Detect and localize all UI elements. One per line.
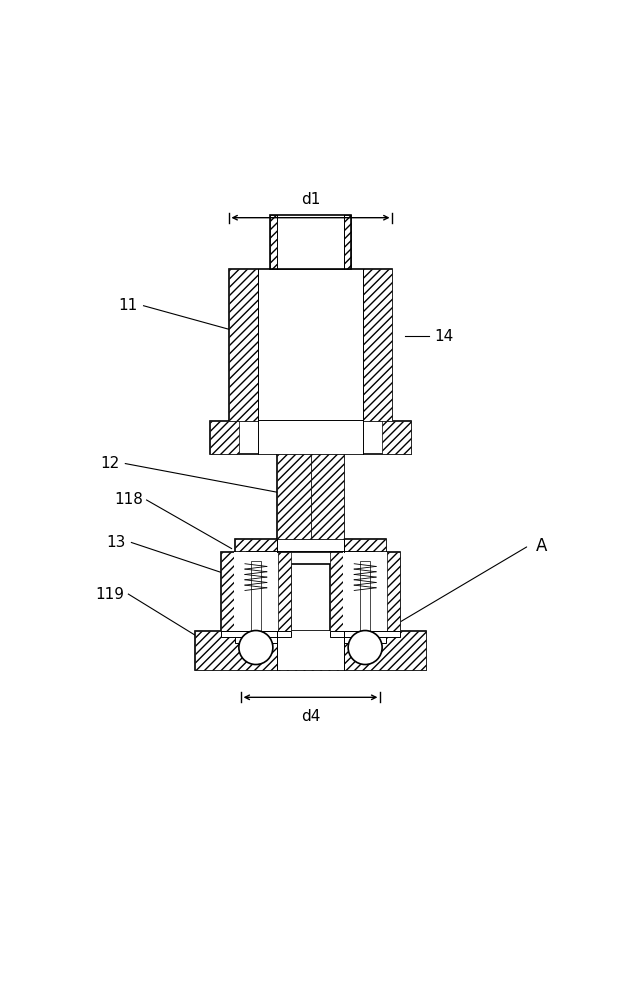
Bar	[277, 631, 344, 670]
Bar	[344, 637, 386, 643]
Bar	[220, 552, 291, 631]
Bar	[277, 215, 344, 269]
Bar	[251, 561, 261, 631]
Bar	[220, 552, 234, 631]
Bar	[229, 269, 258, 421]
Text: A: A	[535, 537, 547, 555]
Bar	[258, 421, 363, 454]
Text: 118: 118	[114, 492, 143, 508]
Bar	[235, 539, 277, 552]
Bar	[330, 552, 343, 631]
Bar	[330, 631, 401, 637]
Bar	[211, 421, 240, 454]
Text: 14: 14	[435, 329, 454, 344]
Bar	[310, 454, 344, 539]
Bar	[195, 631, 426, 670]
Text: 119: 119	[96, 587, 125, 602]
Bar	[211, 421, 410, 454]
Text: 11: 11	[119, 298, 138, 313]
Bar	[387, 552, 401, 631]
Bar	[381, 421, 410, 454]
Text: 12: 12	[101, 456, 120, 471]
Text: d1: d1	[301, 192, 320, 207]
Text: d4: d4	[301, 709, 320, 724]
Bar	[220, 631, 291, 637]
Bar	[277, 454, 344, 539]
Circle shape	[239, 631, 273, 665]
Bar	[229, 269, 392, 421]
Bar	[343, 552, 387, 631]
Text: 13: 13	[107, 535, 126, 550]
Bar	[344, 539, 386, 552]
Bar	[330, 552, 401, 631]
Bar	[363, 269, 392, 421]
Bar	[277, 454, 310, 539]
Bar	[235, 539, 386, 552]
Circle shape	[348, 631, 382, 665]
Bar	[195, 631, 426, 670]
Bar	[235, 637, 277, 643]
Bar	[247, 552, 374, 564]
Bar	[344, 215, 351, 269]
Bar	[270, 215, 277, 269]
Bar	[234, 552, 278, 631]
Bar	[278, 552, 291, 631]
Bar	[360, 561, 370, 631]
Bar	[270, 215, 351, 269]
